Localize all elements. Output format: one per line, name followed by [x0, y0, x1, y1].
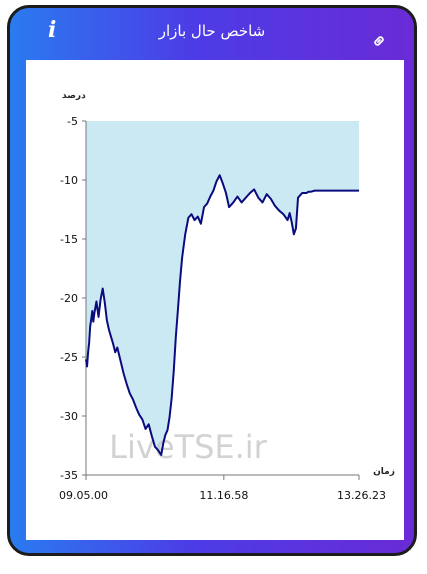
y-tick-label: -10	[60, 174, 78, 187]
page-title: شاخص حال بازار	[158, 22, 266, 40]
x-tick-label: 11.16.58	[199, 489, 248, 502]
y-tick-label: -20	[60, 292, 78, 305]
info-icon[interactable]: i	[48, 17, 57, 43]
y-tick-label: -30	[60, 410, 78, 423]
y-tick-label: -5	[67, 115, 78, 128]
y-tick-label: -35	[60, 469, 78, 482]
series-line	[85, 174, 359, 456]
watermark: LiveTSE.ir	[109, 428, 267, 466]
y-axis-label: درصد	[62, 91, 86, 101]
link-icon[interactable]	[371, 33, 387, 53]
x-axis-label: زمان	[373, 467, 395, 477]
header: i شاخص حال بازار	[10, 8, 414, 56]
chart-area-fill	[86, 121, 359, 455]
y-tick-label: -15	[60, 233, 78, 246]
app-frame: i شاخص حال بازار -5 -10 -15 -20 -25 -30 -35 09.…	[7, 5, 417, 556]
chart: -5 -10 -15 -20 -25 -30 -35 09.05.00 11.16.58 13.2…	[59, 91, 395, 502]
x-tick-label: 09.05.00	[59, 489, 108, 502]
x-tick-label: 13.26.23	[337, 489, 386, 502]
y-tick-label: -25	[60, 351, 78, 364]
chart-card: -5 -10 -15 -20 -25 -30 -35 09.05.00 11.16.58 13.2…	[26, 60, 404, 540]
